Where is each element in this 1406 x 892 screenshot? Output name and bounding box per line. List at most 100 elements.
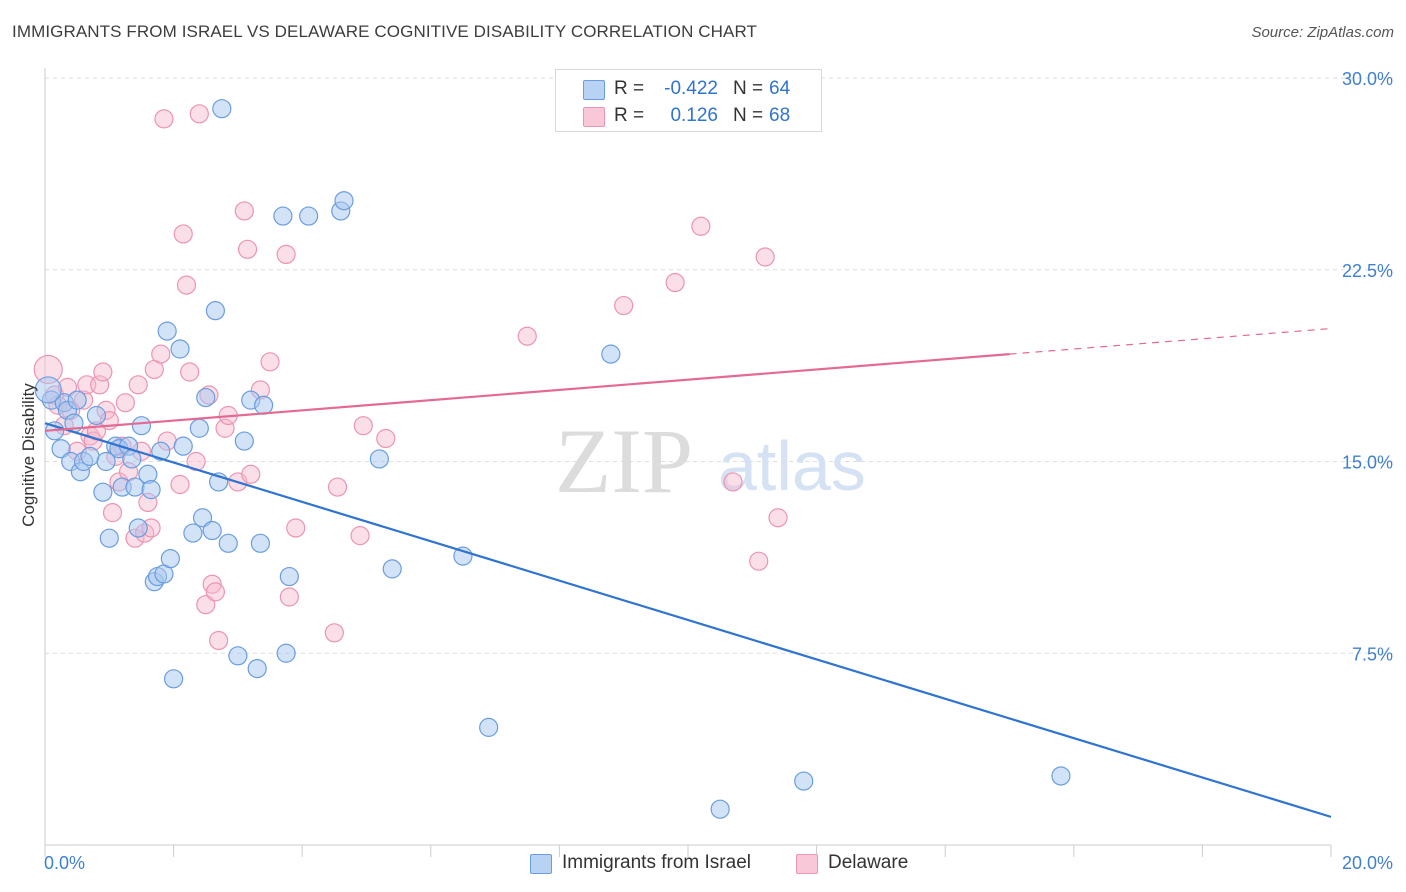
correlation-legend: R = -0.422 N = 64 R = 0.126 N = 68	[555, 69, 822, 132]
israel-points	[34, 99, 1071, 819]
delaware-point	[665, 272, 685, 293]
n-value: 64	[769, 78, 791, 99]
delaware-point	[209, 630, 229, 651]
delaware-point	[286, 518, 306, 538]
delaware-trend-line	[44, 353, 1010, 432]
israel-point	[250, 533, 271, 553]
israel-point	[479, 717, 499, 737]
y-axis-label: Cognitive Disability	[19, 383, 38, 527]
delaware-point	[279, 587, 299, 607]
delaware-point	[180, 362, 200, 382]
r-value: -0.422	[664, 78, 718, 99]
israel-trend-line	[44, 422, 1332, 818]
delaware-point	[755, 247, 775, 267]
israel-point	[141, 480, 161, 500]
watermark: ZIP atlas	[555, 410, 866, 512]
y-tick-label: 22.5%	[1342, 261, 1393, 281]
y-tick-label: 7.5%	[1352, 644, 1393, 664]
n-label: N =	[733, 105, 764, 126]
delaware-point	[196, 595, 216, 615]
n-label: N =	[733, 78, 764, 99]
israel-point	[276, 643, 296, 663]
israel-point	[369, 449, 389, 469]
israel-point	[192, 508, 213, 528]
delaware-point	[691, 216, 711, 236]
israel-point	[234, 431, 254, 451]
delaware-point	[376, 428, 396, 449]
source-credit: Source: ZipAtlas.com	[1251, 24, 1394, 41]
axis-layer: 7.5% 15.0% 22.5% 30.0% 0.0% 20.0%	[44, 68, 1393, 873]
delaware-point	[614, 295, 634, 316]
israel-point	[212, 99, 232, 119]
israel-point	[218, 533, 238, 553]
israel-point	[151, 441, 171, 461]
delaware-point	[90, 375, 110, 395]
israel-point	[160, 549, 180, 569]
israel-point	[86, 405, 107, 426]
israel-point	[131, 416, 152, 436]
watermark-atlas: atlas	[718, 427, 866, 505]
delaware-point	[205, 582, 225, 602]
delaware-point	[93, 362, 113, 382]
delaware-point	[327, 477, 348, 497]
delaware-legend-swatch	[796, 854, 818, 874]
delaware-point	[276, 244, 296, 265]
y-tick-label: 15.0%	[1342, 453, 1393, 473]
r-label: R =	[614, 78, 645, 99]
israel-point	[202, 520, 222, 541]
delaware-point	[173, 224, 193, 244]
delaware-point	[128, 375, 148, 395]
israel-point	[189, 418, 209, 438]
israel-point	[93, 482, 113, 502]
delaware-point	[176, 275, 197, 295]
legend-label: Immigrants from Israel	[562, 852, 751, 873]
delaware-point	[749, 551, 769, 571]
n-value: 68	[769, 105, 791, 126]
delaware-point	[151, 344, 171, 364]
israel-point	[80, 446, 100, 466]
israel-point	[710, 799, 730, 819]
delaware-point	[241, 464, 261, 484]
delaware-point	[723, 472, 743, 492]
y-tick-label: 30.0%	[1342, 69, 1393, 89]
watermark-zip: ZIP	[555, 410, 693, 512]
delaware-point	[189, 104, 209, 124]
delaware-points	[33, 70, 788, 651]
grid-layer	[45, 77, 1394, 654]
israel-point	[128, 518, 148, 538]
israel-point	[99, 528, 119, 548]
israel-point	[279, 566, 299, 587]
israel-point	[228, 646, 248, 666]
israel-point	[96, 451, 116, 472]
delaware-point	[260, 352, 280, 372]
delaware-point	[154, 109, 174, 129]
israel-point	[247, 658, 267, 679]
trend-lines	[44, 327, 1332, 818]
israel-point	[173, 436, 193, 456]
delaware-point	[517, 326, 537, 346]
israel-point	[601, 344, 621, 364]
delaware-trend-extension	[1009, 327, 1332, 355]
legend-row-israel: R = -0.422 N = 64	[556, 76, 821, 102]
israel-point	[157, 321, 177, 341]
delaware-point	[234, 201, 254, 221]
israel-point	[334, 191, 354, 211]
israel-point	[67, 390, 87, 410]
delaware-point	[202, 574, 222, 594]
legend-row-delaware: R = 0.126 N = 68	[556, 103, 821, 129]
r-value: 0.126	[670, 105, 718, 126]
israel-point	[254, 395, 274, 415]
delaware-swatch	[583, 107, 605, 127]
israel-point	[273, 206, 293, 226]
legend-label: Delaware	[828, 852, 909, 873]
delaware-point	[102, 503, 123, 523]
x-tick-label: 20.0%	[1342, 853, 1393, 873]
israel-swatch	[583, 80, 605, 100]
delaware-point	[324, 623, 344, 643]
israel-point	[34, 376, 62, 404]
delaware-point	[768, 508, 788, 528]
delaware-point	[170, 474, 190, 495]
r-label: R =	[614, 105, 645, 126]
x-tick-label: 0.0%	[44, 853, 85, 873]
